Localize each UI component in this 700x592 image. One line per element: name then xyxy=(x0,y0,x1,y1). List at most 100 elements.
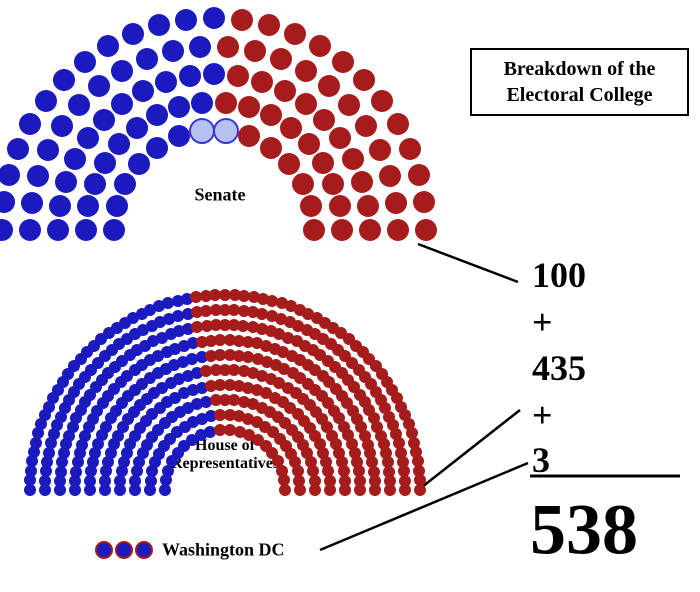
senate-seat-dem xyxy=(51,115,73,137)
senate-seat-rep xyxy=(270,48,292,70)
senate-seat-dem xyxy=(203,7,225,29)
senate-seat-rep xyxy=(351,171,373,193)
senate-seat-dem xyxy=(155,71,177,93)
senate-seat-dem xyxy=(19,219,41,241)
senate-seat-dem xyxy=(37,139,59,161)
senate-seat-dem xyxy=(136,48,158,70)
senate-seat-rep xyxy=(260,104,282,126)
senate-seat-rep xyxy=(244,40,266,62)
senate-seat-dem xyxy=(132,80,154,102)
senate-seat-dem xyxy=(97,35,119,57)
senate-seat-dem xyxy=(128,153,150,175)
senate-seat-dem xyxy=(35,90,57,112)
senate-seat-dem xyxy=(108,133,130,155)
senate-seat-dem xyxy=(111,60,133,82)
senate-seat-rep xyxy=(231,9,253,31)
senate-seat-rep xyxy=(295,93,317,115)
senate-seat-rep xyxy=(408,164,430,186)
senate-seat-dem xyxy=(88,75,110,97)
senate-seat-dem xyxy=(191,92,213,114)
senate-seat-dem xyxy=(77,127,99,149)
diagram-stage: Breakdown of the Electoral College Senat… xyxy=(0,0,700,592)
equation-term: 3 xyxy=(532,439,550,481)
senate-seat-dem xyxy=(111,93,133,115)
senate-seat-rep xyxy=(387,113,409,135)
senate-seat-rep xyxy=(322,173,344,195)
senate-seat-rep xyxy=(342,148,364,170)
equation-term: 435 xyxy=(532,347,586,389)
senate-seat-rep xyxy=(300,195,322,217)
house-seat-rep xyxy=(294,484,306,496)
title-box: Breakdown of the Electoral College xyxy=(470,48,689,116)
senate-seat-dem xyxy=(168,96,190,118)
senate-seat-dem xyxy=(126,117,148,139)
senate-seat-rep xyxy=(258,14,280,36)
senate-seat-dem xyxy=(68,94,90,116)
senate-seat-rep xyxy=(353,69,375,91)
house-seat-rep xyxy=(354,484,366,496)
senate-seat-dem xyxy=(103,219,125,241)
house-seat-rep xyxy=(414,484,426,496)
dc-label: Washington DC xyxy=(162,540,285,561)
senate-seat-dem xyxy=(27,165,49,187)
senate-seat-rep xyxy=(357,195,379,217)
senate-seat-rep xyxy=(278,153,300,175)
senate-seat-dem xyxy=(55,171,77,193)
senate-seat-rep xyxy=(369,139,391,161)
house-seat-rep xyxy=(309,484,321,496)
senate-seat-dem xyxy=(77,195,99,217)
dc-elector-dot xyxy=(135,541,153,559)
senate-seat-dem xyxy=(106,195,128,217)
senate-label: Senate xyxy=(195,185,246,206)
senate-seat-rep xyxy=(309,35,331,57)
senate-seat-dem xyxy=(64,148,86,170)
senate-seat-rep xyxy=(227,65,249,87)
house-seat-rep xyxy=(399,484,411,496)
equation-term: + xyxy=(532,301,553,343)
senate-seat-dem xyxy=(75,219,97,241)
senate-seat-dem xyxy=(0,191,15,213)
title-line2: Electoral College xyxy=(506,84,652,106)
senate-seat-rep xyxy=(379,165,401,187)
title-line1: Breakdown of the xyxy=(504,58,656,80)
senate-seat-dem xyxy=(74,51,96,73)
senate-seat-rep xyxy=(298,133,320,155)
senate-seat-independent xyxy=(213,118,239,144)
senate-seat-dem xyxy=(146,137,168,159)
senate-seat-rep xyxy=(215,92,237,114)
senate-seat-rep xyxy=(359,219,381,241)
house-seat-rep xyxy=(369,484,381,496)
senate-seat-rep xyxy=(415,219,437,241)
total-value: 538 xyxy=(530,489,638,572)
senate-seat-dem xyxy=(203,63,225,85)
senate-seat-dem xyxy=(114,173,136,195)
senate-seat-rep xyxy=(274,80,296,102)
senate-seat-rep xyxy=(413,191,435,213)
senate-seat-rep xyxy=(238,96,260,118)
senate-seat-dem xyxy=(94,152,116,174)
dc-elector-dot xyxy=(115,541,133,559)
senate-seat-dem xyxy=(84,173,106,195)
senate-seat-dem xyxy=(162,40,184,62)
senate-seat-dem xyxy=(148,14,170,36)
dc-elector-dot xyxy=(95,541,113,559)
senate-seat-rep xyxy=(331,219,353,241)
equation-term: 100 xyxy=(532,254,586,296)
house-label-line2: Representatives xyxy=(171,455,279,472)
senate-seat-dem xyxy=(53,69,75,91)
senate-seat-rep xyxy=(338,94,360,116)
senate-seat-dem xyxy=(21,192,43,214)
senate-seat-rep xyxy=(260,137,282,159)
senate-seat-rep xyxy=(329,127,351,149)
senate-seat-rep xyxy=(292,173,314,195)
senate-seat-dem xyxy=(47,219,69,241)
senate-seat-independent xyxy=(189,118,215,144)
senate-seat-dem xyxy=(49,195,71,217)
senate-seat-rep xyxy=(313,109,335,131)
senate-seat-rep xyxy=(312,152,334,174)
senate-seat-rep xyxy=(295,60,317,82)
senate-seat-dem xyxy=(93,109,115,131)
senate-seat-dem xyxy=(122,23,144,45)
senate-seat-dem xyxy=(189,36,211,58)
senate-seat-rep xyxy=(318,75,340,97)
